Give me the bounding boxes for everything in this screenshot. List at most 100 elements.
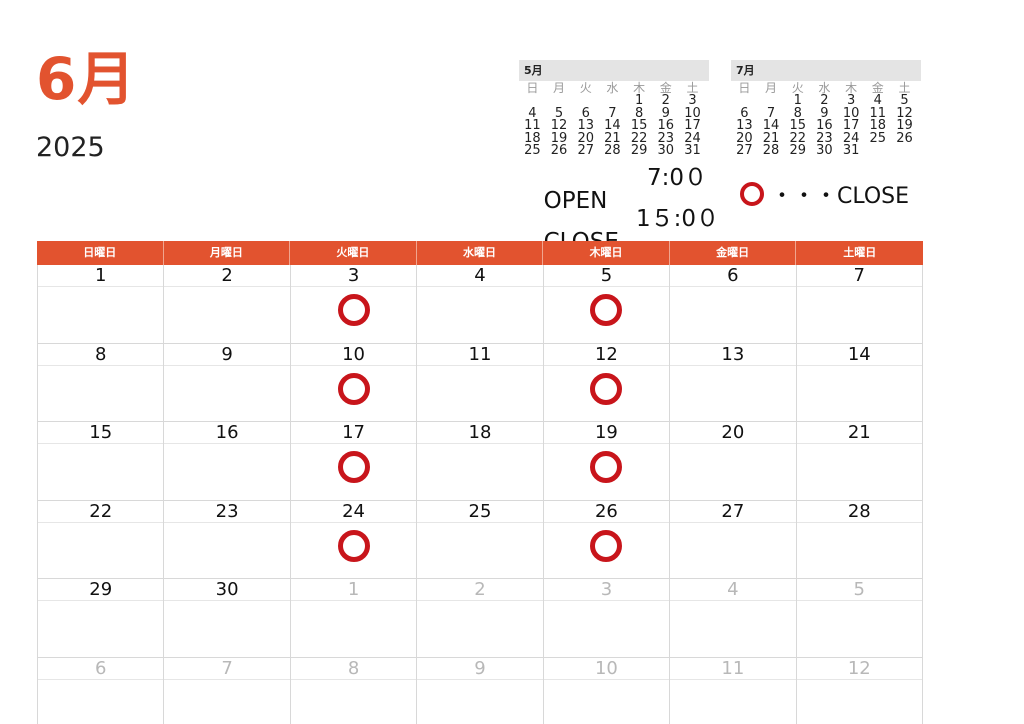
mini-day: 24 (684, 130, 701, 146)
day-cell: 17 (290, 422, 418, 501)
mini-calendar-may: 5月 日月火水木金土 1 2 3 4 5 6 7 8 9 10 11 12 13 14 15 16 17 18 19 2… (519, 60, 709, 158)
day-cell: 29 (38, 579, 165, 658)
day-cell: 7 (796, 265, 923, 344)
day-cell: 26 (543, 500, 671, 579)
year-label: 2025 (36, 132, 105, 163)
weekday-header-cell: 水曜日 (417, 241, 544, 265)
mini-day: 18 (524, 130, 541, 146)
mini-weekday: 水 (818, 81, 831, 95)
mini-day: 16 (657, 118, 675, 134)
mini-day: 1 (793, 93, 802, 108)
day-number: 5 (543, 265, 670, 287)
day-cell: 1 (38, 265, 165, 344)
day-number: 5 (796, 579, 922, 601)
mini-weekday: 火 (791, 81, 804, 95)
day-cell: 9 (417, 657, 544, 724)
day-number: 29 (38, 579, 164, 601)
red-circle-icon (337, 451, 370, 483)
red-circle-icon (590, 372, 623, 405)
legend-text: ・・・CLOSE (771, 184, 910, 209)
day-number: 11 (417, 344, 543, 366)
day-number: 24 (290, 501, 417, 523)
day-cell: 2 (164, 265, 291, 344)
mini-day: 11 (524, 118, 541, 134)
mini-day: 22 (789, 130, 806, 146)
mini-day: 29 (630, 143, 648, 159)
mini-day: 14 (604, 118, 621, 134)
weekday-header-cell: 土曜日 (843, 246, 877, 259)
mini-day: 6 (581, 105, 590, 121)
mini-day: 25 (524, 143, 541, 159)
mini-day: 30 (657, 143, 675, 159)
day-cell: 5 (543, 265, 671, 344)
mini-day: 5 (900, 93, 909, 108)
day-number: 23 (164, 501, 290, 523)
mini-day: 8 (634, 105, 644, 121)
day-cell: 23 (164, 500, 291, 579)
mini-day: 4 (528, 105, 537, 121)
mini-calendar-grid: 日月火水木金土 1 2 3 4 5 6 7 8 9 10 11 12 13 14 15 16 17 18 19 20 21… (731, 81, 921, 158)
mini-day: 29 (789, 143, 806, 159)
mini-calendar-grid: 日月火水木金土 1 2 3 4 5 6 7 8 9 10 11 12 13 14 15 16 17 18 19 20 21… (519, 81, 709, 158)
mini-day: 24 (842, 130, 860, 146)
weekday-header-cell: 金曜日 (670, 241, 797, 265)
day-number: 21 (796, 422, 922, 444)
day-cell: 22 (38, 500, 165, 579)
mini-day: 5 (554, 105, 564, 121)
day-number: 1 (290, 579, 417, 601)
day-number: 9 (417, 658, 543, 680)
open-time: 7:0０ (647, 165, 708, 191)
day-cell: 19 (543, 422, 671, 501)
red-circle-icon (740, 182, 764, 206)
day-cell: 2 (417, 579, 544, 658)
mini-day: 17 (684, 118, 701, 134)
mini-day: 21 (604, 130, 621, 146)
day-number: 6 (38, 658, 164, 680)
day-cell: 27 (670, 500, 797, 579)
mini-day: 26 (896, 130, 913, 146)
mini-day: 13 (577, 118, 594, 134)
mini-weekday: 月 (765, 81, 778, 95)
mini-day: 15 (630, 118, 648, 134)
day-cell: 15 (38, 422, 165, 501)
day-cell: 7 (164, 657, 291, 724)
mini-day: 2 (820, 93, 829, 108)
day-cell: 16 (164, 422, 291, 501)
day-cell: 13 (670, 343, 797, 422)
mini-weekday: 土 (898, 81, 911, 95)
day-number: 13 (670, 344, 796, 366)
day-number: 3 (543, 579, 670, 601)
mini-weekday: 水 (606, 81, 619, 95)
day-number: 10 (543, 658, 670, 680)
mini-day: 28 (604, 143, 621, 159)
day-cell: 12 (796, 657, 923, 724)
day-number: 19 (543, 422, 670, 444)
mini-day: 1 (634, 93, 644, 108)
day-number: 2 (164, 265, 290, 287)
day-cell: 18 (417, 422, 544, 501)
mini-weekday: 日 (526, 81, 539, 95)
day-number: 30 (164, 579, 290, 601)
day-number: 20 (670, 422, 796, 444)
day-number: 10 (290, 344, 417, 366)
month-title: 6月 (36, 45, 137, 113)
day-cell: 12 (543, 343, 671, 422)
mini-day: 6 (740, 105, 749, 121)
mini-day: 13 (736, 118, 753, 134)
mini-day: 7 (766, 105, 776, 121)
day-number: 27 (670, 501, 796, 523)
day-number: 4 (670, 579, 796, 601)
day-number: 25 (417, 501, 543, 523)
day-number: 8 (290, 658, 417, 680)
mini-day: 26 (550, 143, 568, 159)
mini-day: 11 (869, 105, 887, 121)
red-circle-icon (337, 372, 370, 405)
mini-day: 28 (762, 143, 780, 159)
day-cell: 8 (38, 343, 165, 422)
weekday-header: 日曜日 月曜日 火曜日 水曜日 木曜日 金曜日 土曜日 (37, 241, 923, 265)
mini-day: 27 (736, 143, 753, 159)
mini-day: 22 (630, 130, 648, 146)
day-cell: 25 (417, 500, 544, 579)
day-cell: 10 (290, 343, 418, 422)
close-time: 1５:0０ (636, 206, 720, 232)
